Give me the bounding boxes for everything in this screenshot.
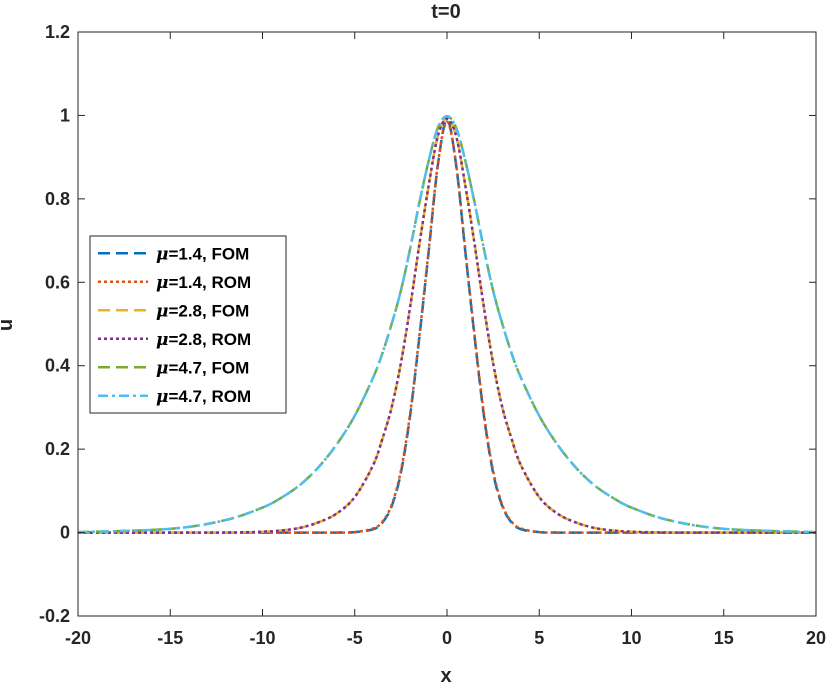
legend-label: μ=4.7, FOM (156, 358, 249, 378)
series-line-6 (77, 115, 817, 534)
y-tick-label: 1.2 (45, 22, 70, 42)
legend-mu-symbol: μ (156, 301, 168, 321)
legend-label-text: =4.7, FOM (168, 358, 249, 377)
legend-label-text: =2.8, ROM (168, 330, 251, 349)
legend-mu-symbol: μ (156, 273, 168, 293)
legend-label: μ=1.4, ROM (156, 273, 251, 293)
legend-item: μ=1.4, ROM (98, 273, 251, 293)
legend-item: μ=4.7, FOM (98, 358, 249, 378)
x-tick-label: -10 (249, 628, 275, 648)
y-tick-label: 0.6 (45, 272, 70, 292)
legend-label-text: =1.4, FOM (168, 244, 249, 263)
series-line-4 (78, 117, 816, 534)
ticks-layer: -20 -15 -10 -5 0 5 10 15 20 -0.2 0 0.2 0.4 0.6 0.8 1 1.2 (39, 22, 826, 648)
legend-label: μ=4.7, ROM (156, 387, 251, 407)
x-tick-label: 20 (806, 628, 826, 648)
legend-mu-symbol: μ (156, 244, 168, 264)
y-tick-label: 1 (60, 105, 70, 125)
legend-label: μ=2.8, ROM (156, 330, 251, 350)
x-tick-label: 15 (714, 628, 734, 648)
legend-item: μ=2.8, FOM (98, 301, 249, 321)
series-line-3 (78, 117, 816, 534)
legend-label-text: =4.7, ROM (168, 387, 251, 406)
legend-mu-symbol: μ (156, 330, 168, 350)
y-tick-label: 0.4 (45, 356, 70, 376)
y-tick-label: 0.2 (45, 439, 70, 459)
series-line-2 (78, 120, 816, 534)
legend-mu-symbol: μ (156, 358, 168, 378)
x-tick-label: -15 (157, 628, 183, 648)
y-axis-title: u (0, 319, 17, 331)
series-layer (77, 115, 817, 534)
chart-title: t=0 (431, 1, 460, 23)
legend-item: μ=2.8, ROM (98, 330, 251, 350)
x-tick-label: 10 (621, 628, 641, 648)
y-tick-label: 0 (60, 523, 70, 543)
legend-label: μ=1.4, FOM (156, 244, 249, 264)
x-tick-label: 0 (442, 628, 452, 648)
legend-item: μ=1.4, FOM (98, 244, 249, 264)
legend-label: μ=2.8, FOM (156, 301, 249, 321)
y-tick-label: 0.8 (45, 189, 70, 209)
legend-mu-symbol: μ (156, 387, 168, 407)
legend-label-text: =2.8, FOM (168, 301, 249, 320)
legend-label-text: =1.4, ROM (168, 273, 251, 292)
legend-box (89, 235, 287, 414)
x-axis-title: x (440, 665, 451, 684)
y-tick-label: -0.2 (39, 606, 70, 626)
x-tick-label: -5 (347, 628, 363, 648)
legend-item: μ=4.7, ROM (98, 387, 251, 407)
x-tick-label: -20 (65, 628, 91, 648)
x-tick-label: 5 (534, 628, 544, 648)
